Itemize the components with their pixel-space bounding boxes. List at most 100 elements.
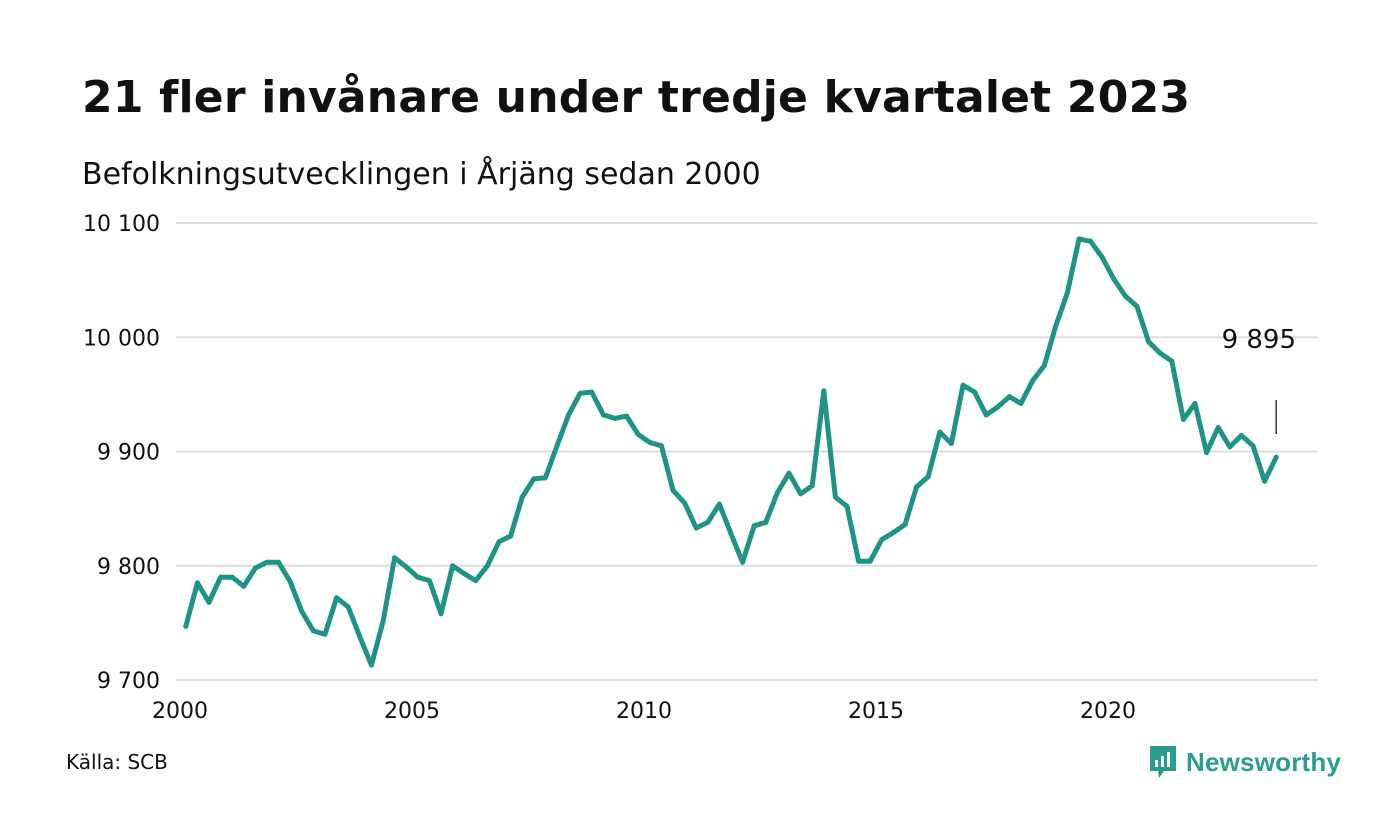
data-point bbox=[345, 604, 351, 610]
y-axis-labels: 9 700 9 800 9 900 10 000 10 100 bbox=[83, 212, 160, 694]
data-point bbox=[809, 483, 815, 489]
data-point bbox=[902, 522, 908, 528]
data-point bbox=[1273, 454, 1279, 460]
data-point bbox=[566, 412, 572, 418]
data-point bbox=[1227, 444, 1233, 450]
last-value-annotation: 9 895 bbox=[1222, 325, 1296, 434]
data-point bbox=[368, 662, 374, 668]
data-point bbox=[1215, 425, 1221, 431]
data-point bbox=[183, 623, 189, 629]
data-point bbox=[1134, 303, 1140, 309]
data-point bbox=[879, 536, 885, 542]
data-point bbox=[542, 475, 548, 481]
data-point bbox=[484, 563, 490, 569]
data-point bbox=[1238, 433, 1244, 439]
data-point bbox=[1076, 236, 1082, 242]
data-point bbox=[1030, 378, 1036, 384]
data-point bbox=[252, 565, 258, 571]
brand-name: Newsworthy bbox=[1186, 746, 1342, 777]
data-point bbox=[241, 583, 247, 589]
data-point bbox=[763, 519, 769, 525]
x-tick-label: 2005 bbox=[384, 699, 440, 724]
data-point bbox=[1146, 339, 1152, 345]
data-point bbox=[786, 470, 792, 476]
data-point bbox=[948, 441, 954, 447]
data-point bbox=[972, 389, 978, 395]
data-point bbox=[693, 525, 699, 531]
data-point bbox=[635, 431, 641, 437]
data-point bbox=[426, 578, 432, 584]
chart-title: 21 fler invånare under tredje kvartalet … bbox=[82, 72, 1191, 123]
data-point bbox=[519, 494, 525, 500]
data-point bbox=[612, 415, 618, 421]
x-tick-label: 2000 bbox=[152, 699, 208, 724]
data-point bbox=[867, 558, 873, 564]
data-point bbox=[682, 500, 688, 506]
x-tick-label: 2020 bbox=[1080, 699, 1136, 724]
data-point bbox=[751, 523, 757, 529]
data-point bbox=[647, 439, 653, 445]
data-point bbox=[716, 501, 722, 507]
annotation-label: 9 895 bbox=[1222, 325, 1296, 355]
data-point bbox=[403, 564, 409, 570]
data-point bbox=[380, 619, 386, 625]
data-point bbox=[334, 595, 340, 601]
data-point bbox=[600, 412, 606, 418]
data-point bbox=[624, 413, 630, 419]
data-point bbox=[983, 412, 989, 418]
data-point bbox=[925, 474, 931, 480]
data-point bbox=[856, 558, 862, 564]
data-point bbox=[276, 559, 282, 565]
data-point bbox=[415, 574, 421, 580]
brand-logo[interactable]: Newsworthy bbox=[1148, 744, 1341, 780]
data-point bbox=[508, 533, 514, 539]
data-point bbox=[1041, 363, 1047, 369]
y-tick-label: 9 900 bbox=[97, 441, 160, 466]
data-point bbox=[705, 519, 711, 525]
data-point bbox=[264, 559, 270, 565]
data-point bbox=[299, 608, 305, 614]
data-point bbox=[1169, 358, 1175, 364]
data-point bbox=[995, 404, 1001, 410]
data-point bbox=[1122, 293, 1128, 299]
data-points bbox=[183, 236, 1279, 668]
data-point bbox=[554, 443, 560, 449]
source-note: Källa: SCB bbox=[66, 750, 168, 774]
data-point bbox=[1088, 238, 1094, 244]
data-point bbox=[322, 631, 328, 637]
data-point bbox=[960, 382, 966, 388]
data-point bbox=[1192, 401, 1198, 407]
x-tick-label: 2015 bbox=[848, 699, 904, 724]
data-point bbox=[392, 555, 398, 561]
data-point bbox=[1250, 443, 1256, 449]
x-tick-label: 2010 bbox=[616, 699, 672, 724]
data-point bbox=[1180, 417, 1186, 423]
data-point bbox=[1053, 323, 1059, 329]
data-point bbox=[914, 484, 920, 490]
data-point bbox=[438, 611, 444, 617]
data-point bbox=[229, 574, 235, 580]
y-tick-label: 10 100 bbox=[83, 212, 160, 237]
data-point bbox=[890, 530, 896, 536]
data-point bbox=[937, 429, 943, 435]
data-point bbox=[450, 563, 456, 569]
data-point bbox=[577, 390, 583, 396]
data-point bbox=[1157, 350, 1163, 356]
y-tick-label: 10 000 bbox=[83, 326, 160, 351]
data-point bbox=[310, 628, 316, 634]
data-point bbox=[658, 443, 664, 449]
data-point bbox=[1204, 450, 1210, 456]
y-tick-label: 9 700 bbox=[97, 669, 160, 694]
data-point bbox=[461, 571, 467, 577]
data-point bbox=[531, 476, 537, 482]
data-point bbox=[832, 494, 838, 500]
data-point bbox=[1099, 254, 1105, 260]
chart-subtitle: Befolkningsutvecklingen i Årjäng sedan 2… bbox=[82, 157, 761, 192]
data-point bbox=[194, 580, 200, 586]
data-point bbox=[774, 490, 780, 496]
gridlines bbox=[176, 222, 1318, 681]
data-point bbox=[1018, 401, 1024, 407]
data-point bbox=[728, 531, 734, 537]
data-point bbox=[821, 388, 827, 394]
